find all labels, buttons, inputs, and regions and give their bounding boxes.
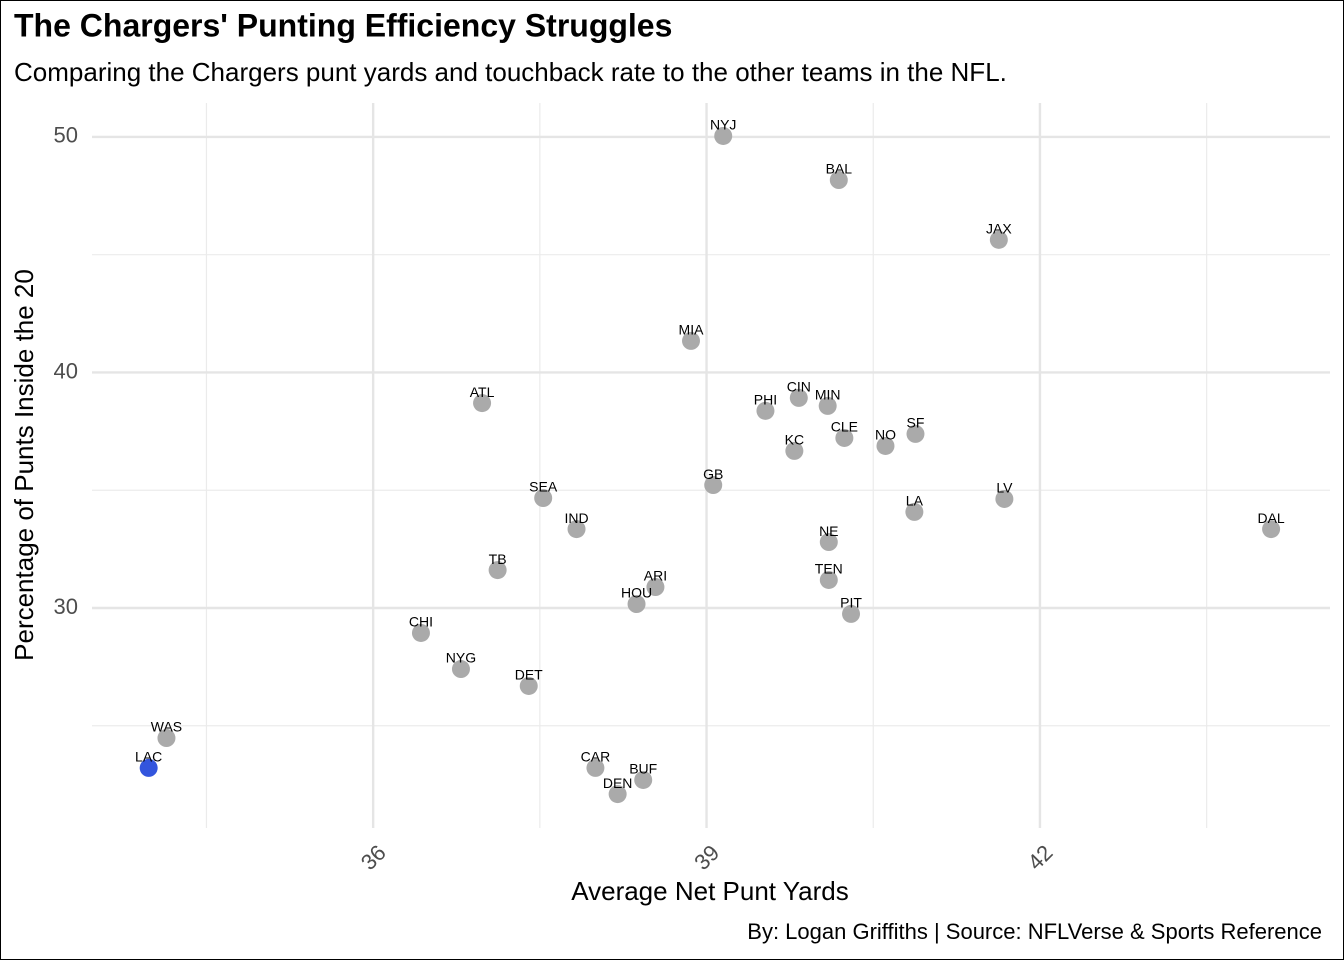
point bbox=[876, 436, 895, 455]
y-axis-label: Percentage of Punts Inside the 20 bbox=[9, 269, 39, 661]
point-label: NE bbox=[819, 523, 838, 539]
point bbox=[608, 785, 627, 804]
point bbox=[785, 441, 804, 460]
point-label: BAL bbox=[826, 161, 853, 177]
point-label: KC bbox=[785, 432, 804, 448]
point bbox=[473, 394, 492, 413]
point-label: JAX bbox=[986, 221, 1012, 237]
point-label: IND bbox=[564, 510, 588, 526]
point bbox=[634, 770, 653, 789]
point bbox=[819, 533, 838, 552]
point-label: DET bbox=[515, 667, 543, 683]
point bbox=[139, 758, 158, 777]
point bbox=[586, 758, 605, 777]
point-label: TB bbox=[489, 551, 507, 567]
y-tick-label: 40 bbox=[54, 358, 78, 383]
point-label: SEA bbox=[529, 479, 558, 495]
point bbox=[819, 570, 838, 589]
point-label: TEN bbox=[815, 561, 843, 577]
point bbox=[989, 230, 1008, 249]
point bbox=[681, 331, 700, 350]
point bbox=[451, 660, 470, 679]
point bbox=[411, 623, 430, 642]
point-label: GB bbox=[703, 466, 723, 482]
point-label: MIA bbox=[679, 322, 705, 338]
point-label: CHI bbox=[409, 614, 433, 630]
point-label: PIT bbox=[840, 595, 862, 611]
point-label: CLE bbox=[831, 419, 858, 435]
point bbox=[627, 594, 646, 613]
point-label: LV bbox=[996, 480, 1013, 496]
y-tick-label: 50 bbox=[54, 123, 78, 148]
point-label: DEN bbox=[603, 775, 633, 791]
point bbox=[906, 424, 925, 443]
point-label: ARI bbox=[644, 568, 667, 584]
point-label: HOU bbox=[621, 585, 652, 601]
point-label: ATL bbox=[470, 384, 495, 400]
point bbox=[519, 676, 538, 695]
chart-title: The Chargers' Punting Efficiency Struggl… bbox=[14, 7, 672, 43]
point-label: DAL bbox=[1257, 510, 1284, 526]
point-label: PHI bbox=[754, 392, 777, 408]
point-label: BUF bbox=[629, 761, 657, 777]
point-label: SF bbox=[907, 415, 925, 431]
point bbox=[488, 561, 507, 580]
point bbox=[157, 729, 176, 748]
point-label: LA bbox=[906, 493, 924, 509]
point bbox=[789, 388, 808, 407]
y-tick-label: 30 bbox=[54, 594, 78, 619]
point bbox=[1262, 520, 1281, 539]
point-label: NYG bbox=[446, 650, 476, 666]
point bbox=[704, 476, 723, 495]
point-label: LAC bbox=[135, 749, 162, 765]
point bbox=[567, 520, 586, 539]
point bbox=[714, 126, 733, 145]
point-label: CIN bbox=[787, 379, 811, 395]
point bbox=[995, 489, 1014, 508]
point-label: CAR bbox=[581, 749, 611, 765]
point-label: WAS bbox=[151, 719, 182, 735]
point bbox=[835, 428, 854, 447]
point bbox=[905, 502, 924, 521]
point bbox=[842, 604, 861, 623]
x-axis-label: Average Net Punt Yards bbox=[571, 876, 849, 906]
point bbox=[818, 396, 837, 415]
point-label: NO bbox=[875, 427, 896, 443]
point bbox=[646, 578, 665, 597]
point-label: MIN bbox=[815, 387, 841, 403]
point bbox=[534, 489, 553, 508]
caption: By: Logan Griffiths | Source: NFLVerse &… bbox=[747, 919, 1322, 944]
point-label: NYJ bbox=[710, 117, 736, 133]
chart-subtitle: Comparing the Chargers punt yards and to… bbox=[14, 57, 1007, 87]
point bbox=[829, 171, 848, 190]
point bbox=[756, 401, 775, 420]
